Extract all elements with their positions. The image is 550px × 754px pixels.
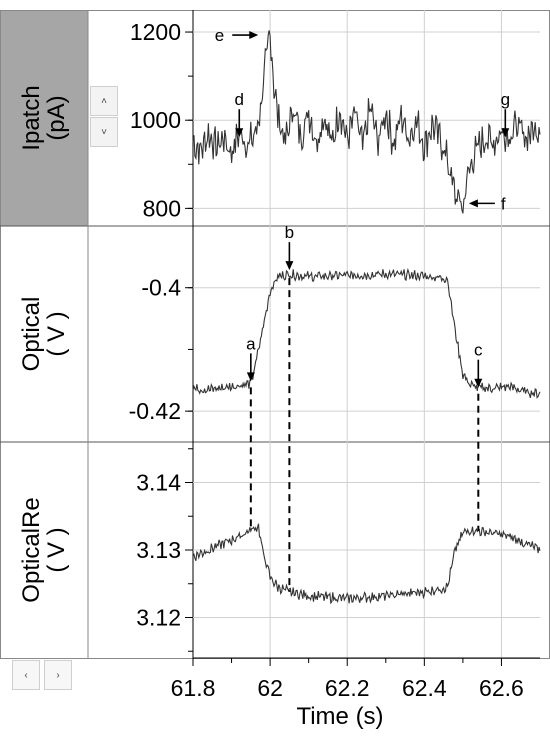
x-tick-label: 62.2: [325, 675, 370, 701]
y-tick-label: 1200: [130, 19, 181, 45]
annotation-a-arrowhead: [246, 372, 255, 382]
x-tick-label: 62.4: [402, 675, 447, 701]
y-tick-label: 3.12: [136, 605, 181, 631]
trace-line-1: [192, 267, 541, 399]
scroll-down-button[interactable]: ˅: [90, 117, 118, 147]
annotation-g-label: g: [501, 90, 510, 109]
annotation-d-arrowhead: [235, 128, 244, 138]
trace-line-2: [192, 523, 541, 605]
y-tick-label: 3.13: [136, 537, 181, 563]
optical-label-panel: Optical ( V ): [0, 226, 88, 442]
annotation-a-label: a: [246, 334, 256, 353]
trace-line-0: [192, 30, 541, 214]
scroll-left-button[interactable]: ‹: [12, 660, 40, 690]
annotation-g-arrowhead: [501, 128, 510, 138]
chevron-up-icon: ˄: [101, 95, 107, 107]
annotation-b-label: b: [285, 223, 294, 242]
opticalre-label-panel: OpticalRe ( V ): [0, 442, 88, 658]
x-axis-title: Time (s): [296, 703, 384, 730]
chevron-left-icon: ‹: [24, 669, 28, 681]
annotation-b-arrowhead: [285, 261, 294, 271]
annotation-e-label: e: [215, 26, 224, 45]
scroll-right-button[interactable]: ›: [44, 660, 72, 690]
annotation-f-label: f: [501, 194, 506, 213]
chevron-down-icon: ˅: [101, 126, 107, 138]
y-tick-label: -0.42: [129, 398, 181, 424]
y-tick-label: 800: [143, 195, 181, 221]
annotation-c-label: c: [474, 341, 483, 360]
x-tick-label: 62: [257, 675, 283, 701]
annotation-c-arrowhead: [474, 378, 483, 388]
x-tick-label: 61.8: [171, 675, 216, 701]
scroll-up-button[interactable]: ˄: [90, 86, 118, 116]
ipatch-label-panel: Ipatch (pA): [0, 10, 88, 226]
figure-frame: [0, 10, 550, 659]
x-tick-label: 62.6: [479, 675, 524, 701]
chevron-right-icon: ›: [56, 669, 60, 681]
annotation-f-arrowhead: [468, 199, 478, 208]
y-tick-label: -0.4: [141, 275, 181, 301]
annotation-d-label: d: [235, 90, 244, 109]
annotation-e-arrowhead: [249, 31, 259, 40]
y-tick-label: 3.14: [136, 470, 181, 496]
y-tick-label: 1000: [130, 107, 181, 133]
